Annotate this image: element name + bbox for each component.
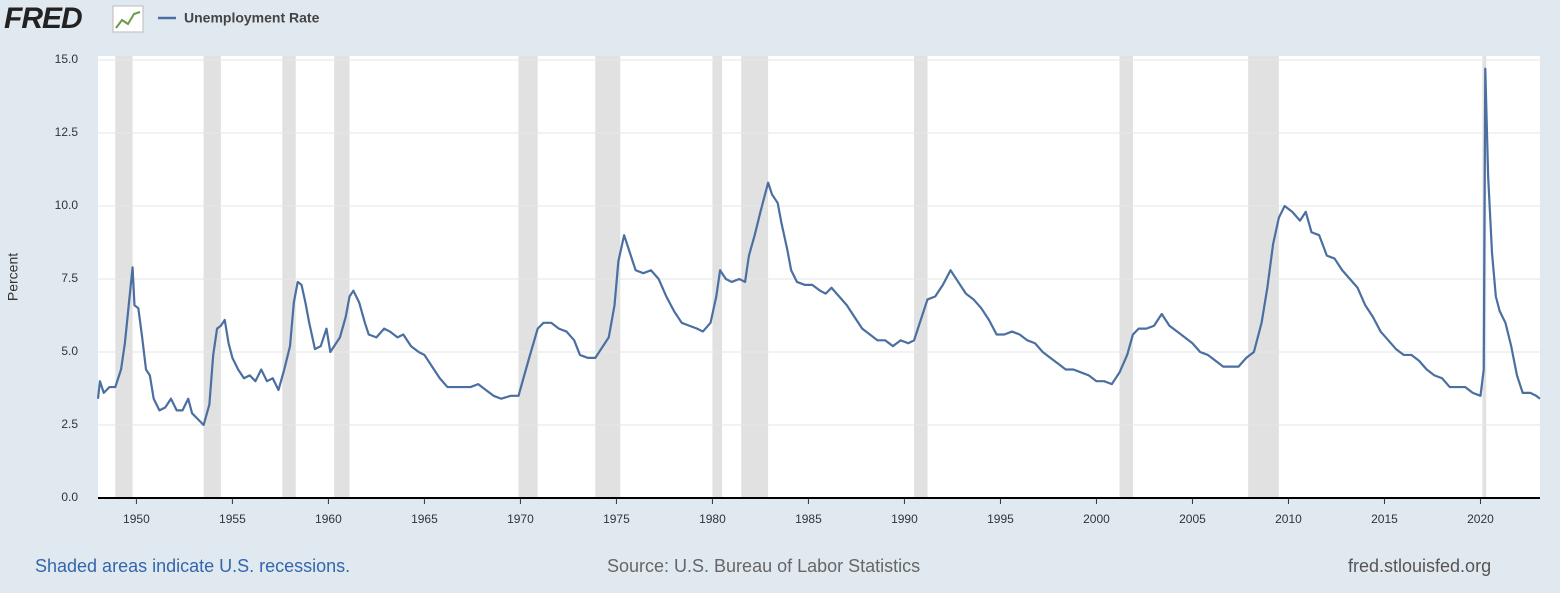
x-tick-label: 2000	[1083, 512, 1110, 526]
y-tick-label: 0.0	[61, 490, 78, 504]
x-tick-label: 2020	[1467, 512, 1494, 526]
logo-icon	[112, 5, 144, 33]
recession-band	[282, 56, 296, 498]
source: Source: U.S. Bureau of Labor Statistics	[607, 556, 920, 576]
x-tick-label: 2005	[1179, 512, 1206, 526]
x-tick-label: 2010	[1275, 512, 1302, 526]
x-tick-label: 1960	[315, 512, 342, 526]
logo: FRED	[4, 2, 82, 35]
x-tick-label: 1965	[411, 512, 438, 526]
y-tick-label: 2.5	[61, 417, 78, 431]
footnote: Shaded areas indicate U.S. recessions.	[35, 556, 350, 576]
plot-area	[98, 56, 1540, 498]
x-tick-label: 1970	[507, 512, 534, 526]
x-tick-label: 1980	[699, 512, 726, 526]
y-tick-label: 5.0	[61, 344, 78, 358]
y-tick-label: 10.0	[55, 198, 79, 212]
x-tick-label: 1985	[795, 512, 822, 526]
x-tick-label: 1990	[891, 512, 918, 526]
recession-band	[914, 56, 928, 498]
x-tick-label: 1955	[219, 512, 246, 526]
x-tick-label: 2015	[1371, 512, 1398, 526]
x-tick-label: 1975	[603, 512, 630, 526]
recession-band	[1248, 56, 1279, 498]
legend-label: Unemployment Rate	[184, 10, 320, 26]
data-line	[96, 67, 1541, 427]
recession-band	[203, 56, 221, 498]
recession-band	[518, 56, 538, 498]
x-tick-label: 1995	[987, 512, 1014, 526]
y-axis-label: Percent	[5, 253, 21, 301]
recession-band	[712, 56, 723, 498]
y-tick-label: 7.5	[61, 271, 78, 285]
url: fred.stlouisfed.org	[1348, 556, 1491, 576]
y-tick-label: 15.0	[55, 52, 79, 66]
y-tick-label: 12.5	[55, 125, 79, 139]
recession-band	[1119, 56, 1133, 498]
x-tick-label: 1950	[123, 512, 150, 526]
recession-band	[115, 56, 133, 498]
recession-band	[334, 56, 350, 498]
